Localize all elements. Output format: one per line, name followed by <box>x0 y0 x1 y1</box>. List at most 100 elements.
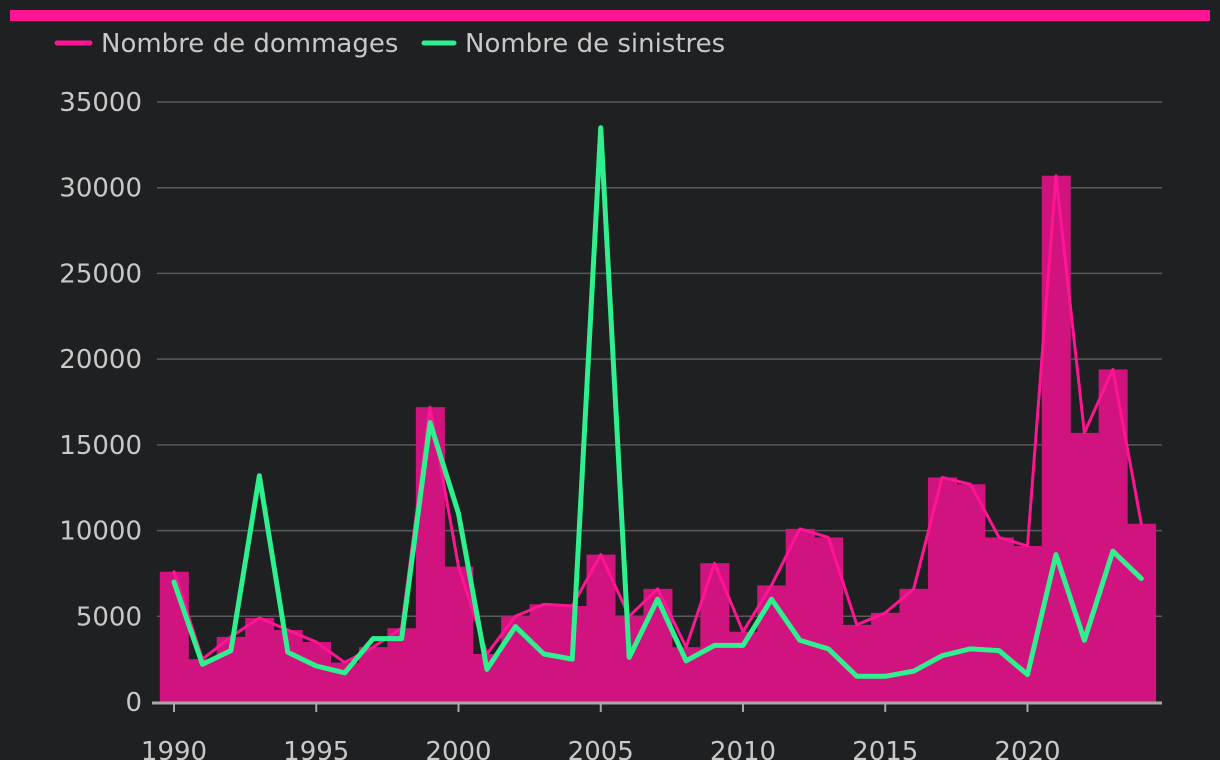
x-tick-label: 1990 <box>141 737 207 760</box>
point-sinistres-2000[interactable] <box>456 510 462 516</box>
point-sinistres-2006[interactable] <box>626 654 632 660</box>
bar-2009[interactable] <box>700 563 730 702</box>
point-sinistres-2017[interactable] <box>939 653 945 659</box>
x-tick-label: 2010 <box>710 737 776 760</box>
point-sinistres-2012[interactable] <box>797 637 803 643</box>
point-dommages-1999[interactable] <box>427 404 433 410</box>
point-sinistres-2005[interactable] <box>598 125 604 131</box>
point-dommages-1997[interactable] <box>370 644 376 650</box>
point-sinistres-2007[interactable] <box>655 596 661 602</box>
point-sinistres-2011[interactable] <box>768 596 774 602</box>
y-tick-label: 10000 <box>59 517 142 547</box>
bar-2018[interactable] <box>956 484 986 702</box>
point-sinistres-1992[interactable] <box>228 648 234 654</box>
point-sinistres-1996[interactable] <box>342 670 348 676</box>
point-sinistres-1991[interactable] <box>199 661 205 667</box>
point-sinistres-1993[interactable] <box>256 473 262 479</box>
bar-2013[interactable] <box>814 537 844 702</box>
x-tick-label: 2005 <box>568 737 634 760</box>
point-dommages-2024[interactable] <box>1138 521 1144 527</box>
bar-2011[interactable] <box>757 585 787 702</box>
point-dommages-2005[interactable] <box>598 552 604 558</box>
point-sinistres-1994[interactable] <box>285 649 291 655</box>
point-sinistres-1997[interactable] <box>370 636 376 642</box>
accent-top-bar <box>10 10 1210 21</box>
bar-2024[interactable] <box>1127 523 1157 702</box>
point-dommages-2013[interactable] <box>825 534 831 540</box>
line-sinistres[interactable] <box>171 125 1144 679</box>
bar-1993[interactable] <box>245 618 275 702</box>
point-dommages-2000[interactable] <box>456 564 462 570</box>
point-sinistres-2010[interactable] <box>740 642 746 648</box>
x-tick-label: 1995 <box>283 737 349 760</box>
line-dommages[interactable] <box>172 174 1143 665</box>
point-dommages-2015[interactable] <box>882 610 888 616</box>
point-sinistres-2019[interactable] <box>996 648 1002 654</box>
gridlines <box>157 101 1162 618</box>
point-dommages-2007[interactable] <box>655 586 661 592</box>
point-dommages-1995[interactable] <box>313 639 319 645</box>
bar-1997[interactable] <box>358 647 388 702</box>
point-sinistres-2018[interactable] <box>968 646 974 652</box>
bar-2021[interactable] <box>1041 175 1071 702</box>
point-dommages-2022[interactable] <box>1081 430 1087 436</box>
point-sinistres-2021[interactable] <box>1053 552 1059 558</box>
legend-item-sinistres[interactable]: Nombre de sinistres <box>421 29 725 59</box>
point-dommages-2010[interactable] <box>740 629 746 635</box>
point-dommages-2008[interactable] <box>683 644 689 650</box>
point-dommages-2019[interactable] <box>996 534 1002 540</box>
point-dommages-2002[interactable] <box>512 613 518 619</box>
point-sinistres-2009[interactable] <box>712 642 718 648</box>
axes: 0 5000 10000 15000 20000 25000 30000 35000 1990 1… <box>59 88 1162 760</box>
point-dommages-2018[interactable] <box>968 481 974 487</box>
bar-2012[interactable] <box>785 528 815 702</box>
point-dommages-2020[interactable] <box>1025 543 1031 549</box>
point-dommages-2011[interactable] <box>768 582 774 588</box>
bar-2014[interactable] <box>842 624 872 702</box>
point-sinistres-1998[interactable] <box>399 636 405 642</box>
point-dommages-1996[interactable] <box>342 660 348 666</box>
bar-2000[interactable] <box>444 566 474 702</box>
bar-2022[interactable] <box>1070 432 1100 702</box>
bar-2015[interactable] <box>871 612 901 702</box>
point-sinistres-2024[interactable] <box>1138 576 1144 582</box>
point-sinistres-2013[interactable] <box>825 646 831 652</box>
point-sinistres-2002[interactable] <box>512 624 518 630</box>
point-sinistres-2023[interactable] <box>1110 548 1116 554</box>
point-sinistres-2016[interactable] <box>911 668 917 674</box>
bar-2019[interactable] <box>984 537 1014 702</box>
y-tick-label: 25000 <box>59 259 142 289</box>
point-dommages-2016[interactable] <box>911 586 917 592</box>
bar-1995[interactable] <box>302 642 332 702</box>
point-sinistres-2022[interactable] <box>1081 637 1087 643</box>
point-dommages-2009[interactable] <box>712 560 718 566</box>
bar-1990[interactable] <box>159 571 189 702</box>
point-sinistres-2015[interactable] <box>882 673 888 679</box>
point-dommages-2017[interactable] <box>939 474 945 480</box>
y-tick-label: 20000 <box>59 345 142 375</box>
point-dommages-2003[interactable] <box>541 601 547 607</box>
point-sinistres-1990[interactable] <box>171 579 177 585</box>
legend-item-dommages[interactable]: Nombre de dommages <box>54 29 398 59</box>
point-sinistres-2008[interactable] <box>683 658 689 664</box>
y-tick-label: 30000 <box>59 174 142 204</box>
point-dommages-1993[interactable] <box>256 615 262 621</box>
x-tick-label: 2020 <box>994 737 1060 760</box>
point-sinistres-2004[interactable] <box>569 656 575 662</box>
point-dommages-2023[interactable] <box>1110 366 1116 372</box>
point-dommages-2014[interactable] <box>854 622 860 628</box>
point-dommages-2012[interactable] <box>797 526 803 532</box>
point-sinistres-1995[interactable] <box>313 663 319 669</box>
bar-2007[interactable] <box>643 588 673 702</box>
y-tick-label: 15000 <box>59 431 142 461</box>
point-sinistres-1999[interactable] <box>427 420 433 426</box>
point-sinistres-2001[interactable] <box>484 666 490 672</box>
bar-2016[interactable] <box>899 588 929 702</box>
point-sinistres-2020[interactable] <box>1025 672 1031 678</box>
point-sinistres-2014[interactable] <box>854 673 860 679</box>
point-sinistres-2003[interactable] <box>541 651 547 657</box>
point-dommages-1990[interactable] <box>171 569 177 575</box>
point-dommages-2021[interactable] <box>1053 173 1059 179</box>
bar-series-dommages <box>159 175 1157 702</box>
